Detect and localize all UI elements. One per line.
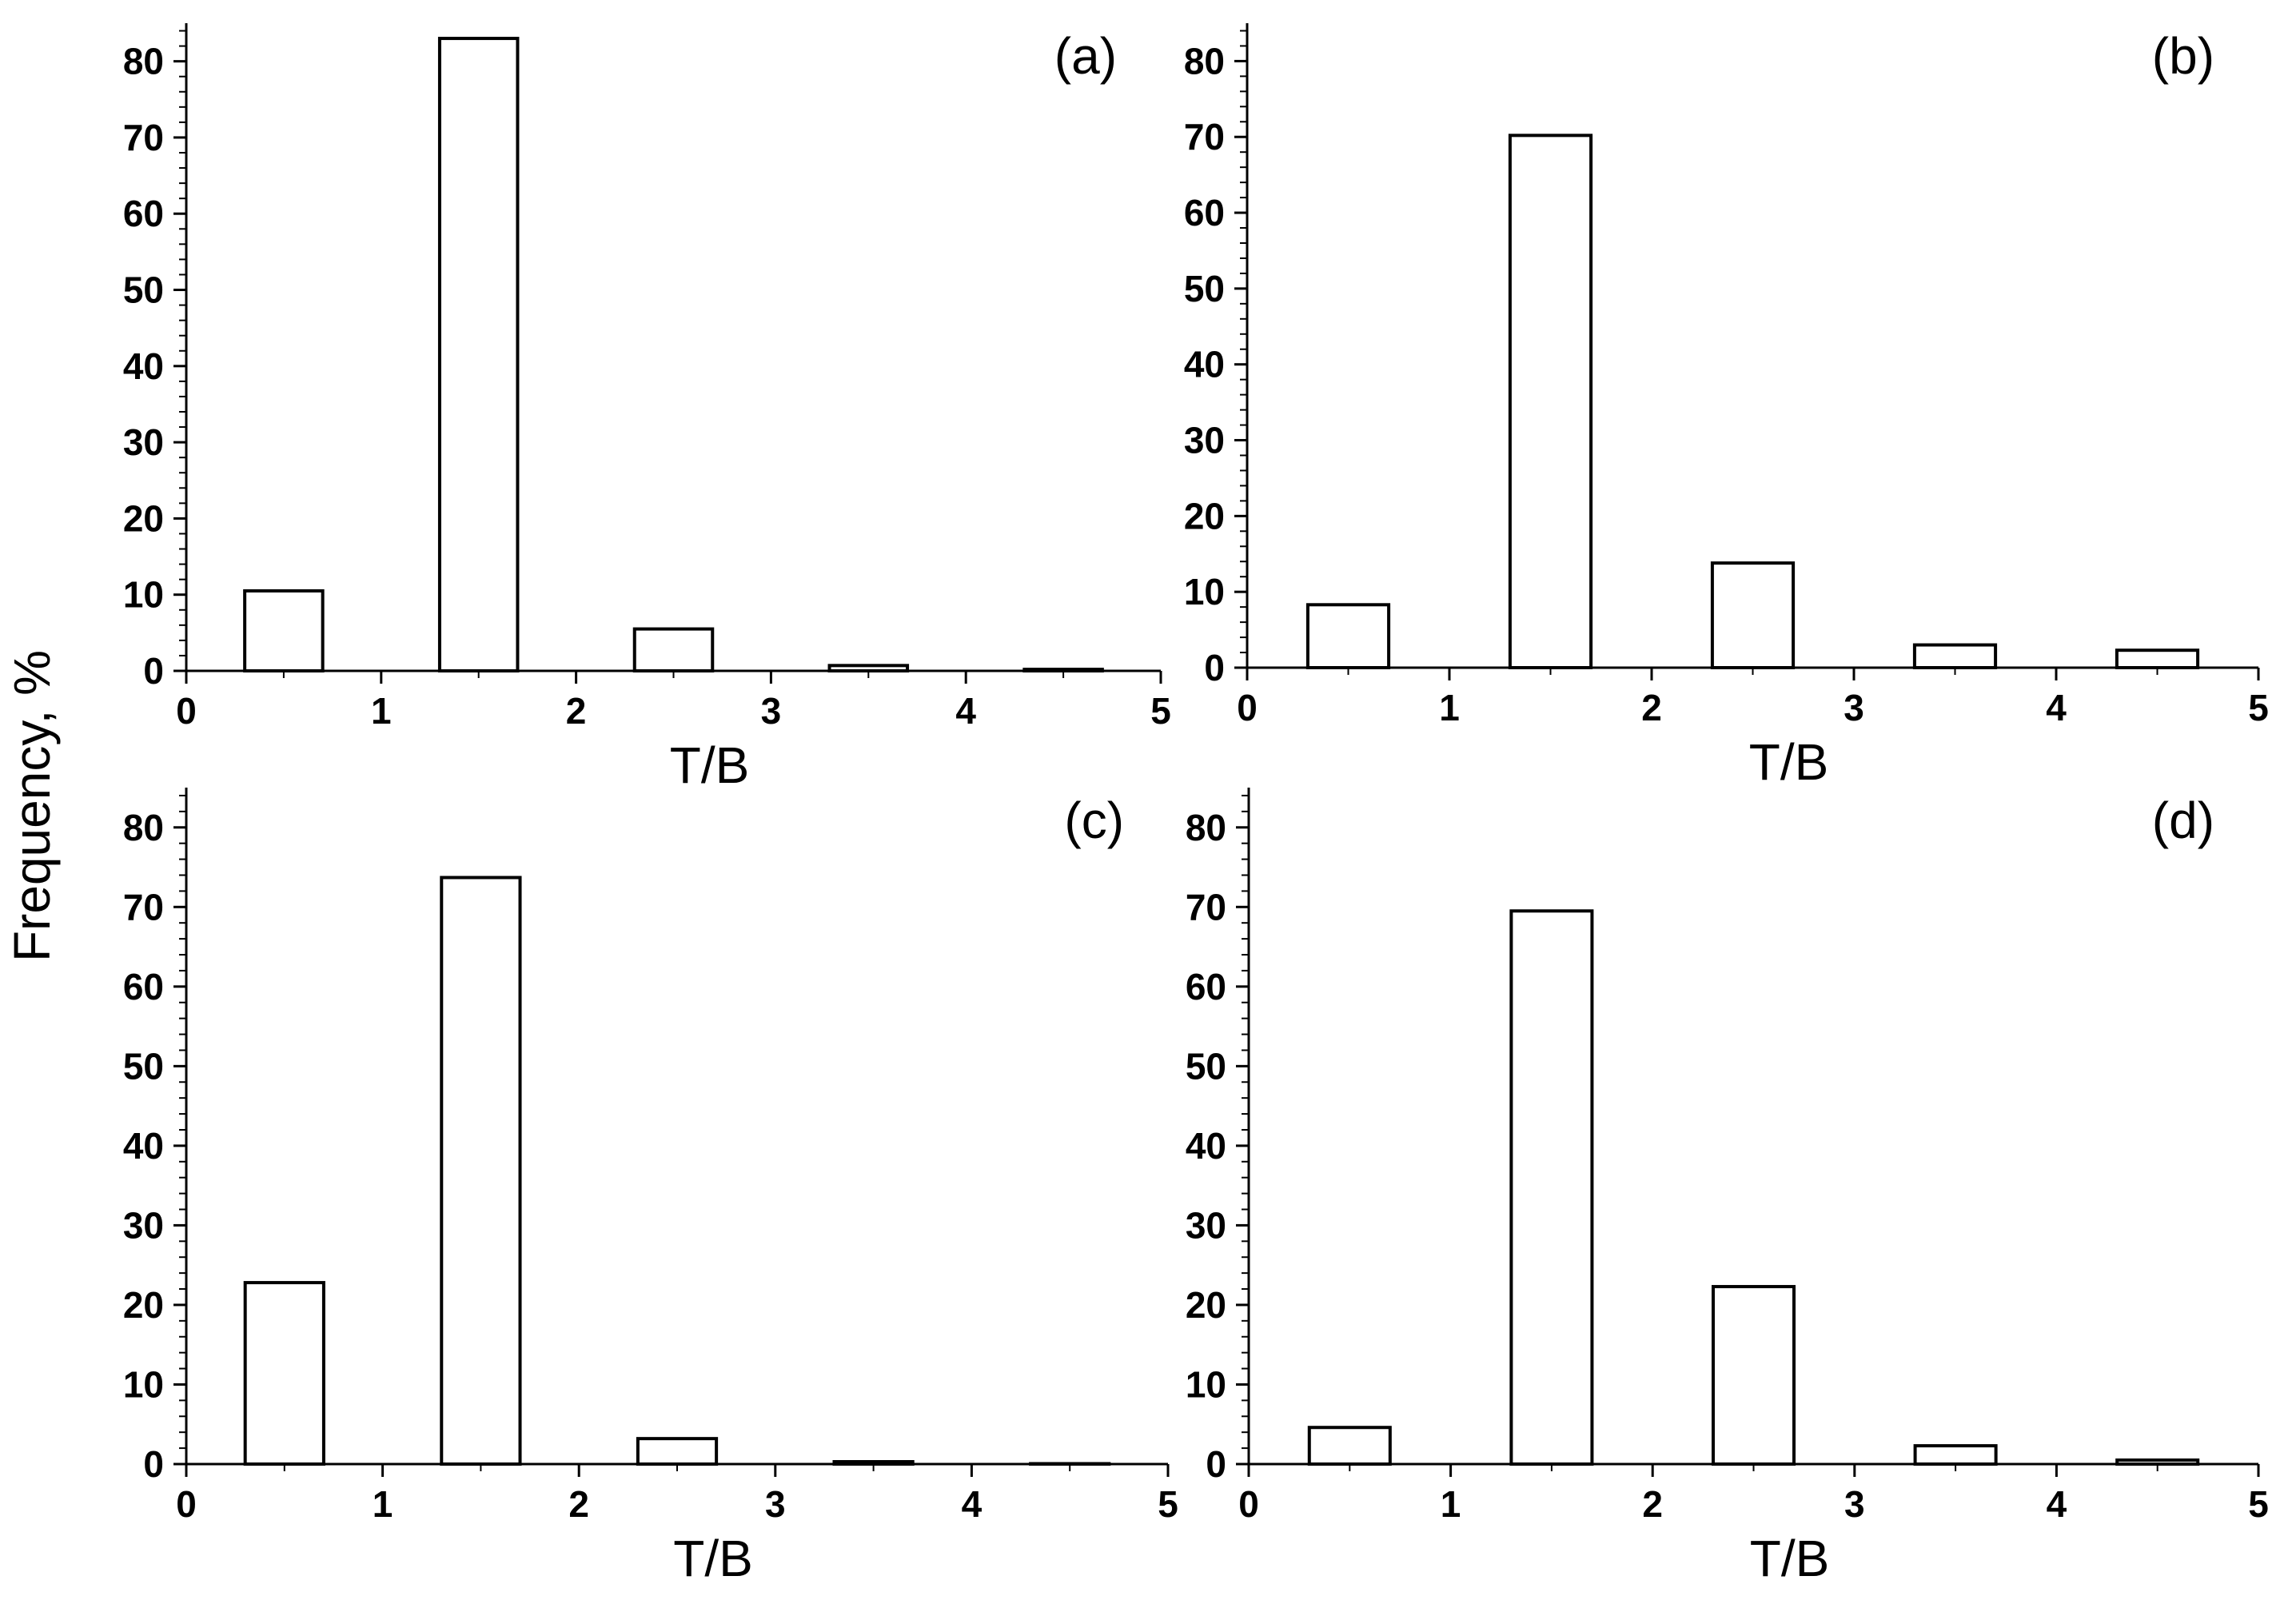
- y-tick-label-b-60: 60: [1184, 192, 1225, 233]
- y-tick-label-d-80: 80: [1186, 807, 1226, 848]
- bar-d-1: [1307, 1426, 1392, 1466]
- y-tick-label-b-0: 0: [1204, 647, 1225, 688]
- y-tick-label-d-40: 40: [1186, 1125, 1226, 1167]
- bar-b-5: [2115, 648, 2200, 670]
- x-tick-label-d-3: 3: [1844, 1483, 1865, 1525]
- y-tick-label-d-0: 0: [1206, 1443, 1226, 1485]
- y-tick-label-b-70: 70: [1184, 116, 1225, 158]
- x-tick-label-b-4: 4: [2046, 687, 2067, 728]
- bar-c-3: [636, 1437, 719, 1466]
- bar-b-4: [1912, 643, 1998, 669]
- shared-y-axis-title: Frequency, %: [3, 650, 61, 962]
- panel-label-c: (c): [1064, 792, 1124, 849]
- y-tick-label-c-40: 40: [123, 1125, 164, 1167]
- bar-d-2: [1509, 909, 1594, 1466]
- bar-c-1: [243, 1281, 325, 1466]
- bar-d-4: [1913, 1444, 1998, 1466]
- y-tick-label-b-50: 50: [1184, 268, 1225, 309]
- y-tick-label-d-50: 50: [1186, 1045, 1226, 1087]
- x-tick-label-a-0: 0: [176, 690, 197, 732]
- x-tick-label-b-0: 0: [1237, 687, 1258, 728]
- x-tick-label-a-1: 1: [371, 690, 392, 732]
- y-tick-label-a-0: 0: [143, 650, 164, 692]
- x-tick-label-c-1: 1: [373, 1483, 393, 1525]
- bar-b-2: [1508, 134, 1593, 670]
- x-tick-label-d-2: 2: [1642, 1483, 1663, 1525]
- y-tick-label-d-60: 60: [1186, 966, 1226, 1008]
- y-tick-label-d-20: 20: [1186, 1284, 1226, 1326]
- x-tick-label-c-3: 3: [765, 1483, 786, 1525]
- y-tick-label-a-40: 40: [123, 345, 164, 387]
- bar-b-1: [1305, 603, 1391, 669]
- y-tick-label-d-10: 10: [1186, 1363, 1226, 1405]
- y-tick-label-c-30: 30: [123, 1204, 164, 1246]
- y-tick-label-c-70: 70: [123, 886, 164, 928]
- y-tick-label-c-50: 50: [123, 1045, 164, 1087]
- x-tick-label-b-2: 2: [1641, 687, 1662, 728]
- x-tick-label-c-4: 4: [962, 1483, 983, 1525]
- x-tick-label-c-2: 2: [568, 1483, 589, 1525]
- panel-label-a: (a): [1054, 27, 1117, 85]
- panel-label-b: (b): [2152, 27, 2214, 85]
- y-tick-label-c-10: 10: [123, 1363, 164, 1405]
- y-tick-label-a-70: 70: [123, 117, 164, 158]
- x-tick-label-c-0: 0: [176, 1483, 197, 1525]
- y-tick-label-b-80: 80: [1184, 40, 1225, 82]
- y-tick-label-a-50: 50: [123, 269, 164, 311]
- y-tick-label-b-30: 30: [1184, 420, 1225, 461]
- bar-a-1: [243, 589, 325, 672]
- y-tick-label-c-20: 20: [123, 1284, 164, 1326]
- x-tick-label-d-1: 1: [1441, 1483, 1461, 1525]
- y-tick-label-b-10: 10: [1184, 571, 1225, 612]
- bar-a-3: [632, 627, 715, 673]
- bar-a-2: [437, 37, 520, 672]
- y-tick-label-a-10: 10: [123, 574, 164, 616]
- x-axis-title-a: T/B: [670, 736, 750, 794]
- y-tick-label-b-20: 20: [1184, 495, 1225, 537]
- y-tick-label-d-30: 30: [1186, 1204, 1226, 1246]
- x-tick-label-a-3: 3: [761, 690, 782, 732]
- y-tick-label-d-70: 70: [1186, 886, 1226, 928]
- y-tick-label-a-30: 30: [123, 421, 164, 463]
- x-axis-title-c: T/B: [673, 1530, 753, 1587]
- panel-label-d: (d): [2152, 792, 2214, 849]
- x-axis-title-b: T/B: [1749, 733, 1829, 791]
- x-tick-label-b-1: 1: [1439, 687, 1460, 728]
- y-tick-label-a-60: 60: [123, 193, 164, 234]
- x-tick-label-d-4: 4: [2047, 1483, 2067, 1525]
- x-axis-title-d: T/B: [1750, 1530, 1830, 1587]
- y-tick-label-a-20: 20: [123, 497, 164, 539]
- x-tick-label-d-0: 0: [1238, 1483, 1259, 1525]
- x-tick-label-c-5: 5: [1158, 1483, 1178, 1525]
- bar-c-2: [440, 876, 522, 1466]
- y-tick-label-c-0: 0: [143, 1443, 164, 1485]
- y-tick-label-a-80: 80: [123, 41, 164, 82]
- y-tick-label-c-60: 60: [123, 966, 164, 1008]
- x-tick-label-b-5: 5: [2248, 687, 2269, 728]
- y-tick-label-c-80: 80: [123, 807, 164, 848]
- bar-b-3: [1710, 561, 1796, 670]
- x-tick-label-a-5: 5: [1150, 690, 1171, 732]
- x-tick-label-a-2: 2: [566, 690, 587, 732]
- x-tick-label-b-3: 3: [1844, 687, 1864, 728]
- y-tick-label-b-40: 40: [1184, 344, 1225, 385]
- x-tick-label-a-4: 4: [955, 690, 976, 732]
- bar-d-3: [1711, 1285, 1796, 1466]
- x-tick-label-d-5: 5: [2248, 1483, 2269, 1525]
